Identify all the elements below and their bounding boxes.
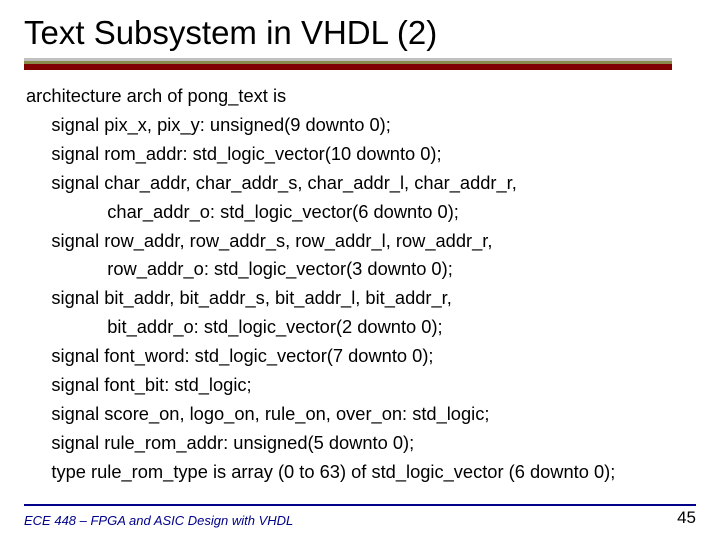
footer-course-text: ECE 448 – FPGA and ASIC Design with VHDL (24, 513, 293, 528)
slide-title: Text Subsystem in VHDL (2) (24, 14, 696, 52)
slide-number: 45 (677, 508, 696, 528)
title-underline (24, 58, 672, 70)
footer-rule (24, 504, 696, 506)
footer: ECE 448 – FPGA and ASIC Design with VHDL… (24, 508, 696, 528)
underline-bar-3 (24, 64, 672, 70)
code-block: architecture arch of pong_text is signal… (24, 82, 696, 487)
slide-container: Text Subsystem in VHDL (2) architecture … (0, 0, 720, 540)
